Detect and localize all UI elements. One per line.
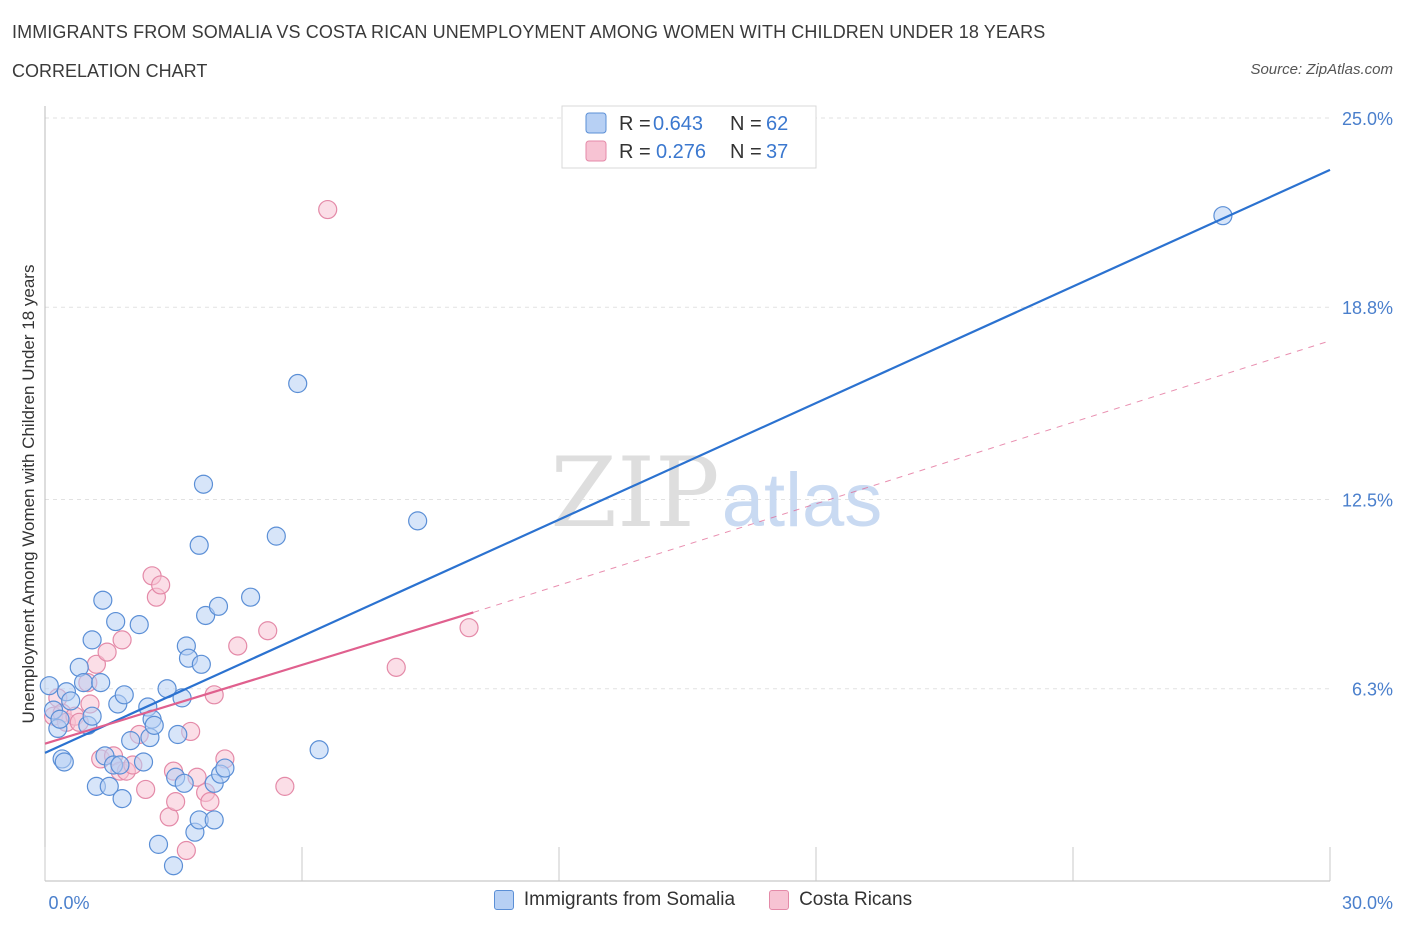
somalia-point-15 (93, 590, 113, 610)
somalia-point-19 (106, 611, 126, 632)
somalia-point-7 (61, 691, 81, 711)
costa-ricans-point-33 (275, 776, 295, 796)
watermark-atlas: atlas (722, 458, 883, 543)
somalia-point-37 (174, 773, 194, 793)
legend-stats-box: R = 0.643 N = 62 R = 0.276 N = 37 (561, 105, 817, 169)
somalia-point-23 (114, 685, 134, 705)
axes (44, 106, 1331, 882)
somalia-point-21 (110, 755, 130, 775)
somalia-point-52 (266, 526, 286, 546)
legend-n-label-costa-ricans: N = (730, 141, 762, 163)
somalia-point-11 (82, 706, 102, 726)
somalia-point-43 (191, 654, 211, 674)
costa-ricans-point-35 (386, 657, 406, 677)
costa-ricans-point-31 (228, 636, 248, 656)
trend-line-costa-ricans-extension (473, 340, 1331, 613)
grid-lines (45, 117, 1330, 690)
legend-r-label-costa-ricans: R = (619, 141, 651, 163)
trend-line-somalia (44, 168, 1331, 754)
legend-n-value-somalia: 62 (766, 113, 788, 135)
costa-ricans-point-17 (136, 779, 156, 800)
y-tick-label-0: 6.3% (1352, 680, 1393, 700)
x-tick-label-0: 0.0% (48, 893, 89, 913)
somalia-point-22 (112, 788, 132, 809)
somalia-point-31 (148, 834, 169, 854)
somalia-point-53 (288, 373, 308, 394)
y-tick-label-1: 12.5% (1342, 491, 1393, 511)
somalia-point-3 (50, 709, 70, 729)
somalia-point-24 (121, 731, 141, 751)
source-label: Source: ZipAtlas.com (1250, 61, 1393, 78)
somalia-point-0 (39, 676, 59, 696)
somalia-point-25 (129, 615, 149, 635)
somalia-point-50 (215, 758, 235, 778)
watermark: ZIP atlas (550, 437, 882, 549)
y-tick-label-3: 25.0% (1342, 109, 1393, 129)
costa-ricans-point-23 (166, 792, 186, 812)
x-tick-label-1: 30.0% (1342, 893, 1393, 913)
y-tick-label-2: 18.8% (1342, 298, 1393, 318)
legend-swatch-somalia (585, 112, 607, 134)
somalia-point-26 (133, 752, 154, 772)
legend-n-label-somalia: N = (730, 113, 762, 135)
somalia-point-51 (241, 587, 261, 607)
legend-r-value-costa-ricans: 0.276 (656, 141, 706, 163)
legend-r-label-somalia: R = (619, 113, 651, 135)
legend-label-somalia: Immigrants from Somalia (523, 889, 736, 910)
somalia-point-30 (144, 715, 164, 735)
costa-ricans-point-10 (97, 642, 117, 662)
somalia-point-17 (99, 776, 119, 796)
chart-subtitle: CORRELATION CHART (12, 61, 208, 81)
watermark-zip: ZIP (550, 437, 719, 549)
costa-ricans-point-34 (318, 199, 338, 220)
somalia-point-54 (309, 740, 329, 760)
legend-item-costa-ricans: Costa Ricans (769, 889, 912, 911)
legend-item-somalia: Immigrants from Somalia (493, 889, 736, 911)
somalia-point-55 (408, 511, 428, 531)
somalia-point-12 (82, 630, 102, 650)
somalia-point-35 (168, 724, 188, 745)
legend-swatch-somalia (493, 890, 514, 910)
costa-ricans-point-32 (258, 621, 278, 641)
somalia-point-14 (91, 673, 111, 693)
costa-ricans-point-24 (176, 840, 196, 861)
legend-n-value-costa-ricans: 37 (766, 141, 788, 163)
legend-swatch-costa-ricans (769, 890, 790, 910)
trend-line-costa-ricans (44, 611, 474, 745)
somalia-point-9 (73, 673, 94, 693)
somalia-point-48 (208, 596, 229, 616)
somalia-point-5 (54, 752, 74, 772)
somalia-point-33 (163, 856, 184, 876)
legend-label-costa-ricans: Costa Ricans (799, 889, 913, 910)
legend-bottom: Immigrants from Somalia Costa Ricans (0, 889, 1406, 911)
legend-swatch-costa-ricans (585, 140, 607, 162)
legend-r-value-somalia: 0.643 (653, 113, 703, 135)
chart-title: IMMIGRANTS FROM SOMALIA VS COSTA RICAN U… (12, 22, 1046, 42)
tick-labels: 6.3% 12.5% 18.8% 25.0% 0.0% 30.0% (48, 109, 1393, 913)
somalia-points (39, 206, 1233, 876)
somalia-point-47 (204, 810, 224, 830)
costa-ricans-point-36 (459, 618, 479, 638)
trend-lines (44, 168, 1331, 754)
costa-ricans-point-28 (200, 792, 220, 812)
somalia-point-42 (189, 535, 209, 555)
somalia-point-44 (193, 474, 214, 494)
costa-ricans-point-13 (112, 630, 132, 650)
costa-ricans-point-20 (151, 575, 171, 595)
